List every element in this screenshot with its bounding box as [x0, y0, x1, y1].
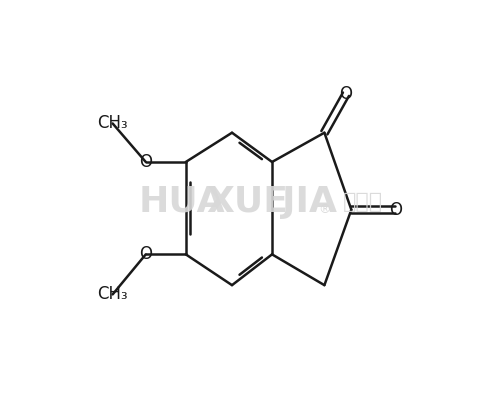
Text: HUA: HUA: [138, 185, 225, 219]
Text: CH₃: CH₃: [97, 286, 128, 303]
Text: ®: ®: [318, 203, 330, 216]
Text: O: O: [139, 153, 152, 171]
Text: 化学加: 化学加: [343, 192, 383, 212]
Text: XUE: XUE: [206, 185, 288, 219]
Text: JIA: JIA: [281, 185, 336, 219]
Text: O: O: [339, 85, 353, 103]
Text: CH₃: CH₃: [97, 114, 128, 132]
Text: O: O: [139, 245, 152, 263]
Text: O: O: [389, 201, 402, 219]
